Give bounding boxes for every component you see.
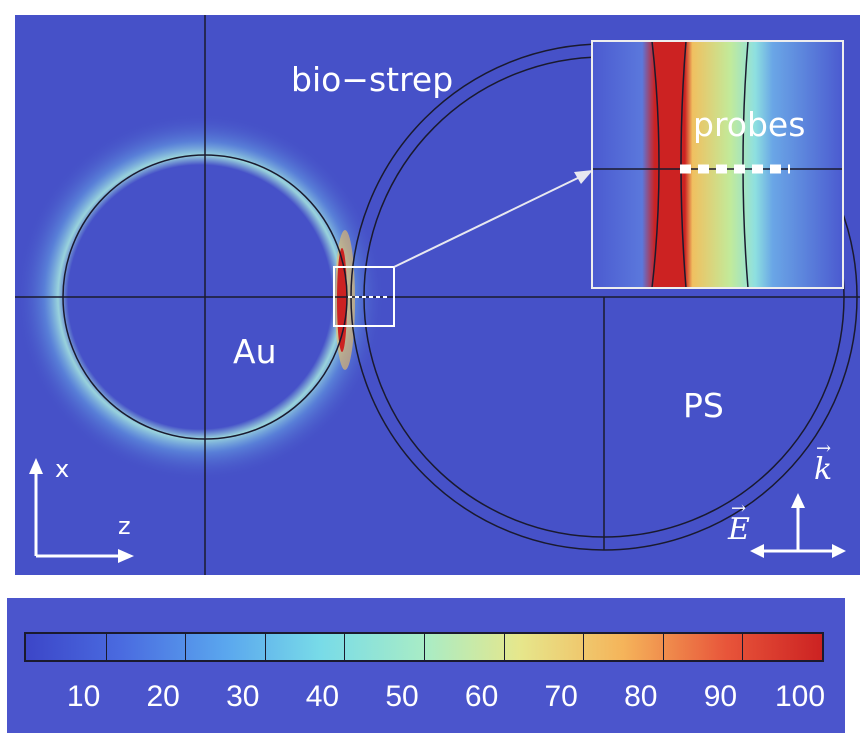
colorbar-tick-label: 70	[544, 680, 578, 713]
colorbar-tick	[264, 634, 266, 660]
colorbar-tick	[662, 634, 664, 660]
zoom-box	[333, 266, 395, 327]
colorbar-tick-label: 30	[226, 680, 260, 713]
probes-label: probes	[693, 105, 806, 144]
ps-label: PS	[683, 386, 724, 425]
colorbar-tick-label: 10	[66, 680, 101, 713]
colorbar-tick	[424, 634, 425, 660]
colorbar-tick	[344, 634, 346, 660]
colorbar-tick-label: 60	[464, 680, 499, 713]
x-axis-label: x	[55, 455, 70, 483]
colorbar-tick-label: 40	[305, 680, 340, 713]
e-vector-label: E →	[728, 498, 750, 547]
field-simulation	[15, 15, 860, 575]
colorbar-tick-label: 80	[624, 680, 658, 713]
au-particle	[62, 154, 348, 440]
zoom-pointer-arrow	[393, 175, 583, 268]
colorbar-tick	[185, 634, 187, 660]
ke-vectors	[750, 493, 846, 558]
xz-axes	[29, 458, 134, 563]
z-axis-label: z	[118, 512, 131, 540]
probes-inset	[591, 40, 844, 289]
colorbar-panel: 10 20 30 40 50 60 70 80 90 100	[7, 598, 845, 733]
colorbar-tick-label: 20	[146, 680, 180, 713]
colorbar-tick	[503, 634, 505, 660]
au-label: Au	[233, 332, 277, 371]
colorbar-tick-label: 90	[703, 680, 738, 713]
colorbar-tick	[742, 634, 744, 660]
k-vector-label: k →	[814, 438, 833, 487]
colorbar-tick-label: 50	[385, 680, 419, 713]
colorbar	[24, 632, 824, 662]
colorbar-tick	[583, 634, 585, 660]
colorbar-tick-label: 100	[774, 680, 826, 713]
bio-strep-label: bio−strep	[291, 60, 454, 99]
colorbar-tick	[105, 634, 107, 660]
